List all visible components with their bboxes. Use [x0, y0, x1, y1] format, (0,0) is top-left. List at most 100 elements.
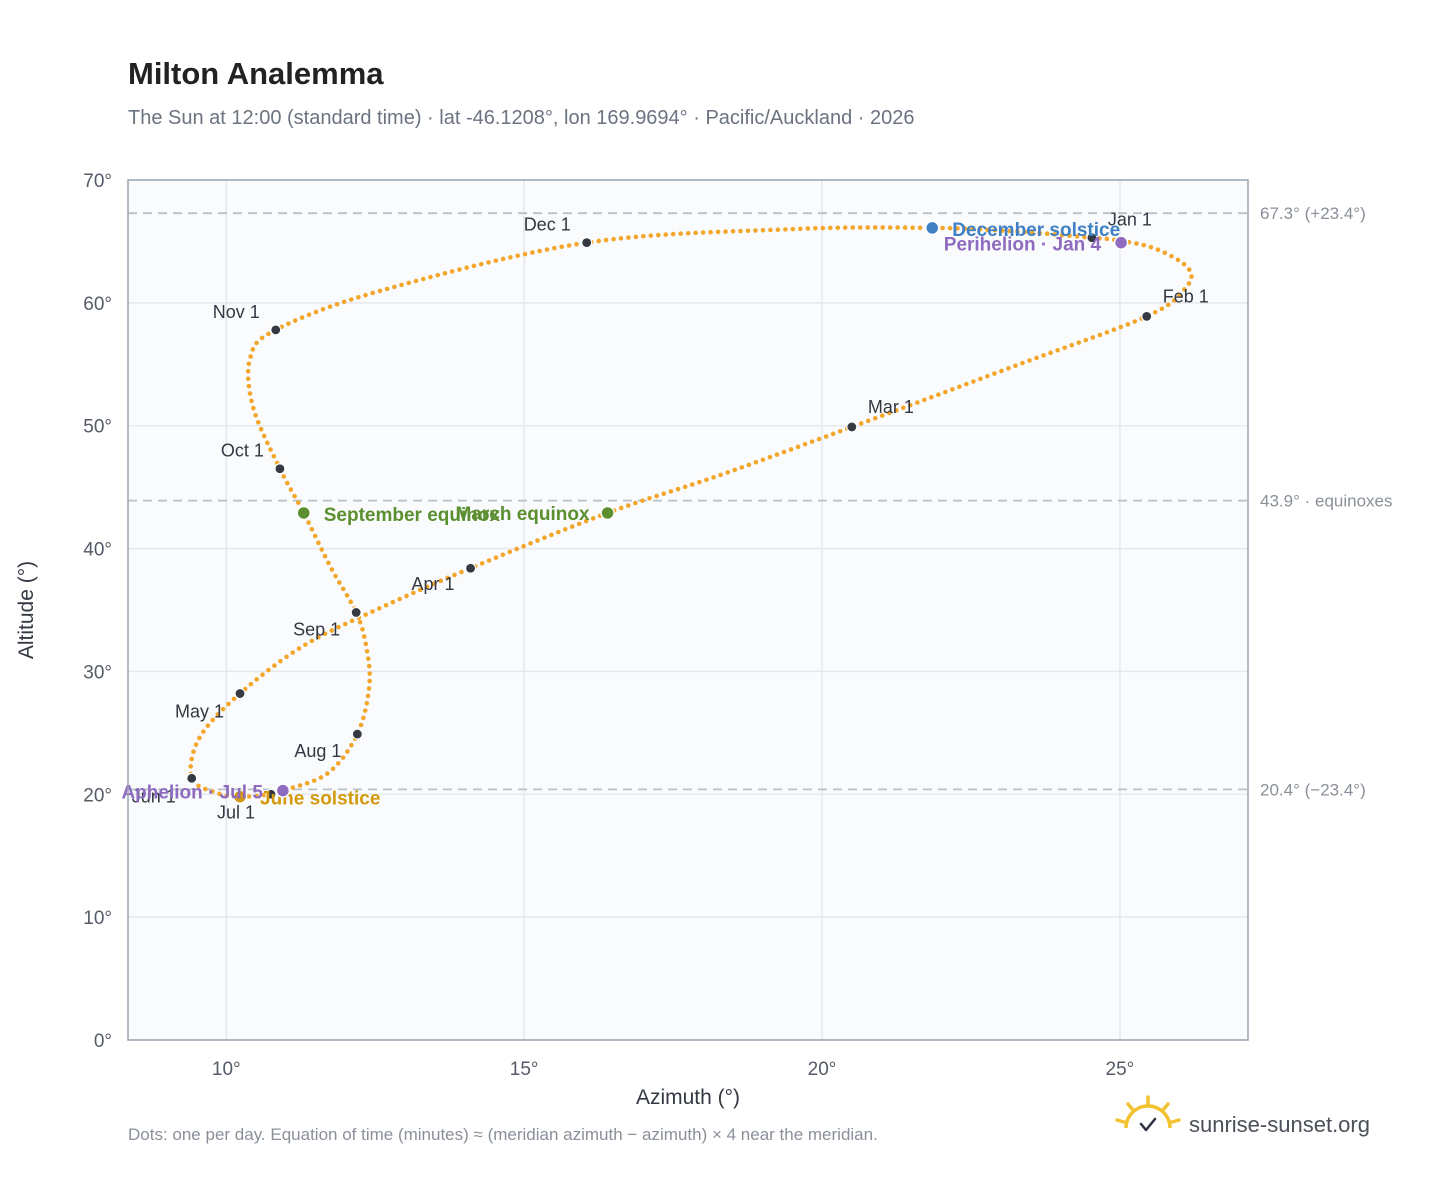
day-dot [334, 301, 340, 307]
day-dot [299, 315, 305, 320]
day-dot [358, 722, 364, 728]
day-dot [479, 561, 485, 566]
day-dot [420, 276, 426, 282]
day-dot [365, 656, 371, 661]
day-dot [985, 227, 990, 232]
day-dot [428, 274, 433, 280]
day-dot [284, 654, 289, 660]
reference-line-label: 20.4° (−23.4°) [1260, 780, 1366, 799]
day-dot [1175, 257, 1181, 263]
day-dot [322, 631, 328, 637]
day-dot [325, 771, 330, 776]
day-dot [288, 487, 294, 492]
day-dot [224, 793, 230, 799]
day-dot [327, 304, 333, 310]
day-dot [781, 449, 787, 455]
day-dot [360, 627, 365, 632]
day-dot [478, 261, 484, 267]
day-dot [281, 474, 287, 479]
day-dot [583, 518, 589, 524]
day-dot [515, 253, 520, 258]
day-dot [250, 347, 256, 352]
day-dot [685, 230, 691, 236]
day-dot [226, 701, 231, 707]
day-dot [1015, 229, 1020, 234]
day-dot [552, 245, 557, 251]
day-dot [1041, 353, 1046, 358]
day-dot [215, 712, 221, 717]
day-dot [767, 454, 773, 460]
day-dot [1022, 229, 1028, 235]
day-dot [1165, 302, 1171, 308]
day-dot [341, 299, 347, 305]
day-dot [1125, 322, 1131, 327]
day-dot [438, 578, 444, 584]
month-label-nov-1: Nov 1 [213, 302, 260, 322]
day-dot [675, 486, 681, 492]
day-dot [936, 392, 941, 397]
day-dot [955, 226, 960, 231]
day-dot [210, 717, 216, 723]
day-dot [319, 547, 325, 552]
day-dot [708, 229, 713, 235]
day-dot [718, 472, 723, 478]
day-dot [413, 278, 419, 284]
day-dot [1159, 306, 1165, 312]
event-label-june-solstice: June solstice [260, 789, 380, 810]
day-dot [348, 599, 354, 605]
day-dot [303, 642, 308, 647]
day-dot [562, 527, 568, 532]
day-dot [603, 237, 609, 243]
day-dot [783, 227, 788, 232]
day-dot [320, 306, 326, 312]
day-dot [1162, 250, 1168, 256]
day-dot [835, 225, 841, 231]
day-dot [248, 681, 254, 687]
day-dot [1074, 234, 1080, 239]
day-dot [1141, 242, 1147, 248]
day-dot [985, 373, 990, 379]
day-dot [348, 297, 354, 302]
day-dot [618, 236, 624, 241]
day-dot [1177, 292, 1182, 298]
day-dot [1171, 298, 1177, 303]
day-dot [549, 532, 554, 538]
y-tick-label: 10° [83, 908, 112, 929]
day-dot [1055, 348, 1060, 353]
month-dot-jun-1 [186, 772, 198, 784]
day-dot [901, 405, 906, 411]
day-dot [254, 340, 259, 346]
day-dot [964, 381, 969, 387]
day-dot [971, 379, 976, 384]
day-dot [730, 229, 736, 234]
day-dot [337, 580, 342, 585]
day-dot [760, 457, 766, 463]
day-dot [830, 431, 836, 437]
day-dot [746, 462, 752, 468]
day-dot [265, 440, 270, 446]
day-dot [530, 250, 535, 255]
day-dot [361, 715, 366, 721]
y-tick-label: 50° [83, 417, 112, 438]
day-dot [910, 225, 915, 230]
day-dot [364, 701, 370, 706]
day-dot [1104, 330, 1110, 335]
day-dot [1069, 342, 1075, 348]
day-dot [908, 402, 913, 408]
day-dot [559, 244, 565, 250]
day-dot [1067, 233, 1072, 238]
day-dot [663, 232, 669, 237]
day-dot [950, 387, 955, 392]
day-dot [246, 361, 252, 367]
day-dot [626, 235, 631, 240]
day-dot [625, 503, 631, 508]
day-dot [957, 384, 962, 390]
day-dot [296, 646, 302, 651]
month-label-apr-1: Apr 1 [412, 574, 455, 594]
day-dot [654, 493, 659, 499]
day-dot [201, 729, 206, 734]
day-dot [377, 606, 382, 611]
day-dot [633, 500, 638, 506]
day-dot [1037, 230, 1043, 236]
day-dot [309, 527, 315, 532]
